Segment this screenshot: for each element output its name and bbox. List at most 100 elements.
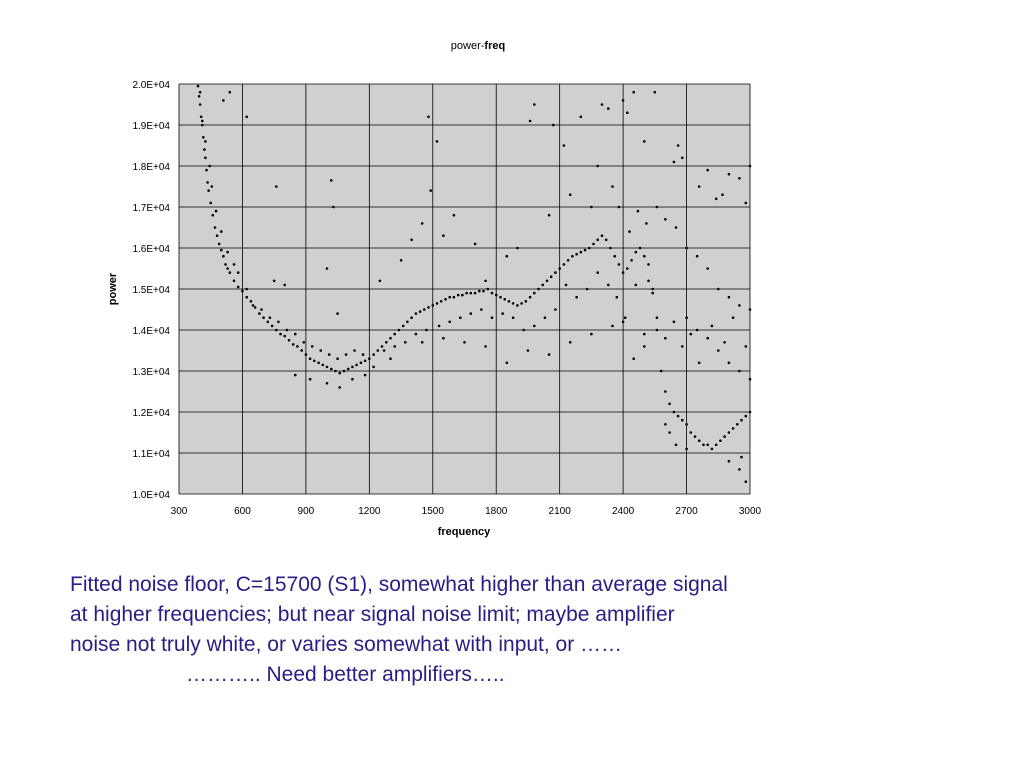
data-point [275,185,278,188]
data-point [338,386,342,389]
data-point [727,459,731,463]
data-point [643,332,646,336]
data-point [427,115,430,119]
data-point [702,443,705,447]
data-point [202,136,205,139]
data-point [738,369,741,373]
data-point [294,373,297,377]
data-point [228,90,232,94]
data-point [268,316,272,320]
data-point [706,168,709,172]
data-point [558,267,561,270]
data-point [201,119,204,123]
data-point [626,111,629,114]
data-point [738,177,741,180]
data-points [196,84,752,484]
data-point [685,447,688,451]
data-point [266,320,270,324]
data-point [664,390,667,393]
data-point [645,222,648,225]
x-tick-label: 1500 [422,506,445,517]
data-point [626,267,629,270]
data-point [604,238,608,242]
data-point [511,302,515,305]
data-point [695,328,699,332]
data-point [647,263,650,266]
data-point [562,144,566,147]
data-point [583,248,587,252]
data-point [418,310,422,313]
data-point [706,443,709,447]
data-point [528,119,532,123]
data-point [731,316,735,320]
data-point [262,316,265,320]
data-point [632,90,635,94]
data-point [693,435,697,438]
data-point [503,298,507,301]
data-point [545,279,549,283]
x-axis-ticks: 300 600 900 1200 1500 1800 2100 2400 2700 3000 [171,506,762,517]
data-point [204,140,207,143]
data-point [197,95,201,98]
data-point [463,341,466,344]
caption-text: Fitted noise floor, C=15700 (S1), somewh… [70,570,970,690]
caption-line-4: ……….. Need better amplifiers….. [186,663,505,686]
data-point [346,367,350,371]
data-point [636,209,640,213]
data-point [327,353,331,356]
data-point [674,226,678,229]
data-point [590,205,593,209]
data-point [296,345,299,348]
data-point [596,164,599,168]
data-point [621,271,625,274]
data-point [435,140,439,143]
y-tick-label: 1.4E+04 [132,326,170,337]
data-point [423,308,426,311]
data-point [429,189,433,192]
data-point [334,369,337,373]
data-point [355,363,358,367]
data-point [210,185,214,188]
data-point [208,164,211,168]
data-point [681,345,684,348]
data-point [564,283,568,287]
data-point [647,279,650,283]
data-point [404,341,407,344]
data-point [245,287,248,291]
data-point [222,99,225,102]
data-point [199,115,203,119]
data-point [664,423,667,426]
y-axis-ticks: 1.0E+04 1.1E+04 1.2E+04 1.3E+04 1.4E+04 1.5E+… [132,80,170,501]
data-point [672,410,676,414]
data-point [617,263,621,266]
data-point [410,316,413,320]
data-point [697,361,701,365]
data-point [490,291,494,295]
y-tick-label: 1.8E+04 [132,162,170,173]
data-point [283,334,287,338]
data-point [201,123,204,127]
data-point [611,324,614,328]
data-point [222,254,225,258]
data-point [674,443,678,447]
x-tick-label: 900 [298,506,315,517]
data-point [714,197,718,201]
data-point [528,295,532,299]
data-point [279,332,282,336]
y-tick-label: 1.0E+04 [132,490,170,501]
data-point [217,242,221,246]
data-point [272,279,276,283]
y-axis-label: power [107,272,119,305]
data-point [634,250,638,254]
data-point [361,353,365,356]
data-point [664,336,667,340]
data-point [344,353,348,356]
data-point [214,209,218,213]
data-point [541,283,544,287]
data-point [579,115,583,119]
data-point [494,293,498,297]
caption-line-2: at higher frequencies; but near signal n… [70,603,675,626]
data-point [228,271,232,274]
data-point [204,156,207,160]
data-point [226,250,229,254]
